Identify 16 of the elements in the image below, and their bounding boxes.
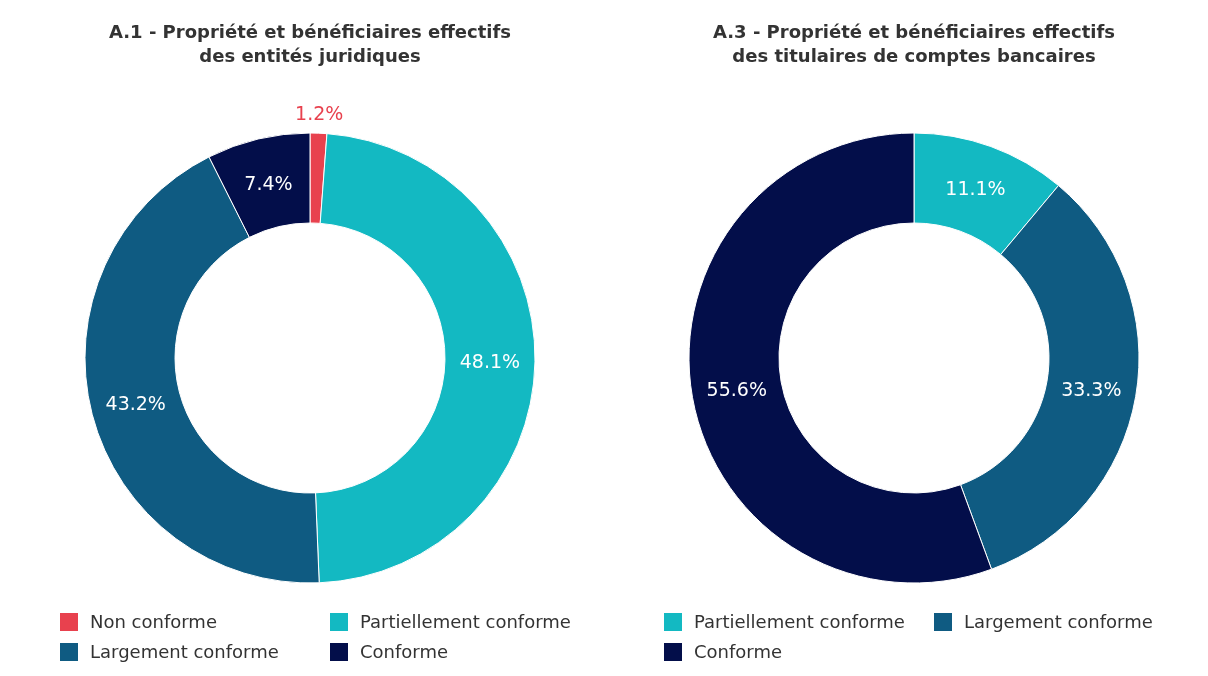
legend-label: Largement conforme (964, 611, 1153, 633)
legend-label: Partiellement conforme (694, 611, 905, 633)
data-label: 33.3% (1061, 377, 1122, 400)
legend-label: Conforme (694, 641, 783, 663)
legend-label: Largement conforme (90, 641, 279, 663)
chart-title: A.3 - Propriété et bénéficiaires effectifs des titulaires de comptes bancaires (712, 21, 1116, 66)
legend-label: Partiellement conforme (360, 611, 571, 633)
data-label: 48.1% (459, 349, 521, 372)
data-label: 43.2% (105, 391, 166, 414)
legend-label: Conforme (360, 641, 449, 663)
chart-title: A.1 - Propriété et bénéficiaires effectifs des entités juridiques (108, 21, 512, 66)
data-label: 7.4% (244, 171, 293, 194)
data-label: 1.2% (295, 101, 344, 124)
legend-label: Non conforme (90, 611, 217, 633)
data-label: 55.6% (706, 378, 767, 401)
data-label: 11.1% (945, 177, 1006, 200)
